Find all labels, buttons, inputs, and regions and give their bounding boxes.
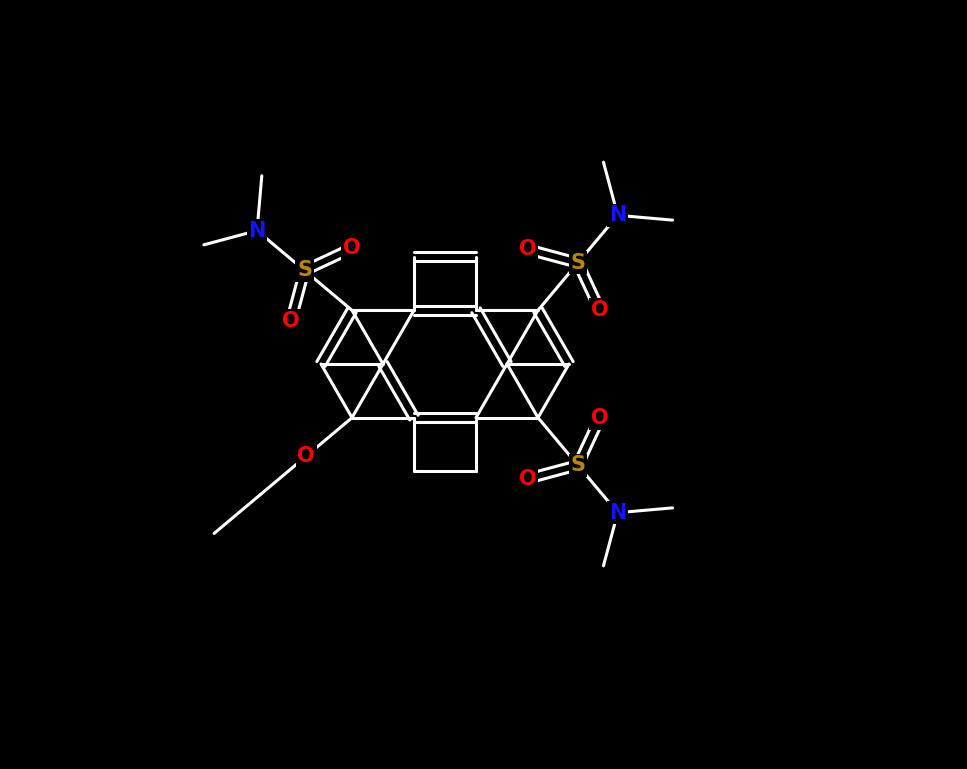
Text: O: O xyxy=(519,468,537,488)
Text: O: O xyxy=(591,408,608,428)
Text: S: S xyxy=(297,261,312,281)
Text: S: S xyxy=(571,455,585,475)
Text: N: N xyxy=(249,221,266,241)
Text: O: O xyxy=(519,239,537,259)
Text: O: O xyxy=(343,238,361,258)
Text: O: O xyxy=(282,311,300,331)
Text: O: O xyxy=(591,300,608,320)
Text: S: S xyxy=(571,253,585,273)
Text: N: N xyxy=(609,503,627,523)
Text: N: N xyxy=(609,205,627,225)
Text: O: O xyxy=(297,446,315,466)
